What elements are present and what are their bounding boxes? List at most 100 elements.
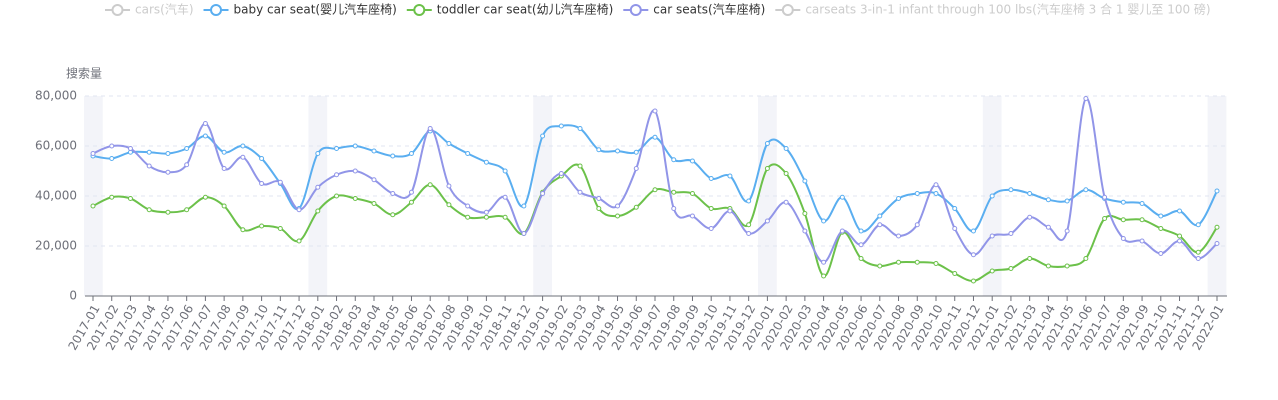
point [596, 196, 602, 201]
point [877, 222, 883, 228]
point [540, 133, 546, 139]
point [483, 159, 489, 165]
point [1158, 226, 1164, 231]
point [989, 233, 995, 239]
point [914, 222, 920, 228]
point [989, 193, 995, 199]
point [240, 154, 246, 160]
point [802, 211, 808, 216]
point [202, 133, 208, 139]
point [427, 182, 433, 188]
point [858, 256, 864, 261]
point [671, 189, 677, 195]
point [202, 121, 208, 126]
point [1139, 238, 1145, 244]
point [408, 189, 414, 195]
point [914, 191, 920, 196]
point [1177, 233, 1183, 239]
point [802, 228, 808, 234]
point [1045, 197, 1051, 203]
point [334, 193, 340, 199]
point [334, 146, 340, 151]
point [1064, 228, 1070, 234]
point [521, 203, 527, 209]
point [1064, 263, 1070, 269]
point [689, 213, 695, 219]
point [427, 126, 433, 131]
point [352, 196, 358, 201]
point [221, 203, 227, 209]
point [821, 273, 827, 279]
legend-label: baby car seat(婴儿汽车座椅) [234, 2, 397, 17]
point [390, 153, 396, 159]
point [877, 263, 883, 269]
point [1045, 263, 1051, 269]
point [109, 194, 115, 200]
point [858, 228, 864, 234]
point [184, 207, 190, 213]
point [764, 141, 770, 146]
point [165, 169, 171, 175]
point [408, 199, 414, 205]
point [633, 166, 639, 171]
point [708, 176, 714, 181]
y-tick-label: 60,000 [35, 139, 77, 153]
point [334, 172, 340, 178]
point [1158, 213, 1164, 219]
point [259, 181, 265, 186]
point [408, 151, 414, 156]
point [689, 158, 695, 164]
point [596, 147, 602, 153]
legend-label: car seats(汽车座椅) [653, 2, 765, 17]
point [1177, 238, 1183, 244]
point [746, 231, 752, 236]
point [1102, 216, 1108, 221]
legend-item[interactable]: cars(汽车) [105, 2, 194, 17]
point [109, 143, 115, 149]
point [989, 268, 995, 274]
point [521, 231, 527, 236]
point [970, 252, 976, 258]
point [1027, 256, 1033, 261]
point [1195, 249, 1201, 255]
point [315, 184, 321, 190]
point [465, 214, 471, 220]
point [839, 194, 845, 200]
point [933, 191, 939, 196]
point [577, 163, 583, 169]
point [727, 173, 733, 179]
point [446, 183, 452, 189]
legend-item[interactable]: baby car seat(婴儿汽车座椅) [203, 2, 397, 17]
point [633, 204, 639, 210]
point [1195, 256, 1201, 261]
legend-item[interactable]: toddler car seat(幼儿汽车座椅) [406, 2, 614, 17]
point [708, 206, 714, 211]
point [783, 171, 789, 176]
point [1008, 231, 1014, 236]
legend-item[interactable]: car seats(汽车座椅) [623, 2, 765, 17]
point [1045, 224, 1051, 230]
legend-icon [210, 4, 223, 16]
point [615, 213, 621, 219]
point [502, 214, 508, 220]
point [165, 151, 171, 156]
point [1083, 256, 1089, 261]
point [896, 196, 902, 201]
point [671, 206, 677, 211]
point [652, 187, 658, 193]
point [165, 209, 171, 215]
point [746, 222, 752, 228]
point [558, 123, 564, 129]
point [933, 261, 939, 266]
point [558, 171, 564, 176]
point [127, 196, 133, 201]
point [1195, 222, 1201, 228]
y-tick-label: 80,000 [35, 89, 77, 103]
point [708, 226, 714, 231]
legend-item[interactable]: carseats 3-in-1 infant through 100 lbs(汽… [775, 2, 1211, 17]
point [109, 156, 115, 161]
point [390, 212, 396, 218]
point [952, 226, 958, 231]
point [446, 141, 452, 146]
point [240, 143, 246, 149]
